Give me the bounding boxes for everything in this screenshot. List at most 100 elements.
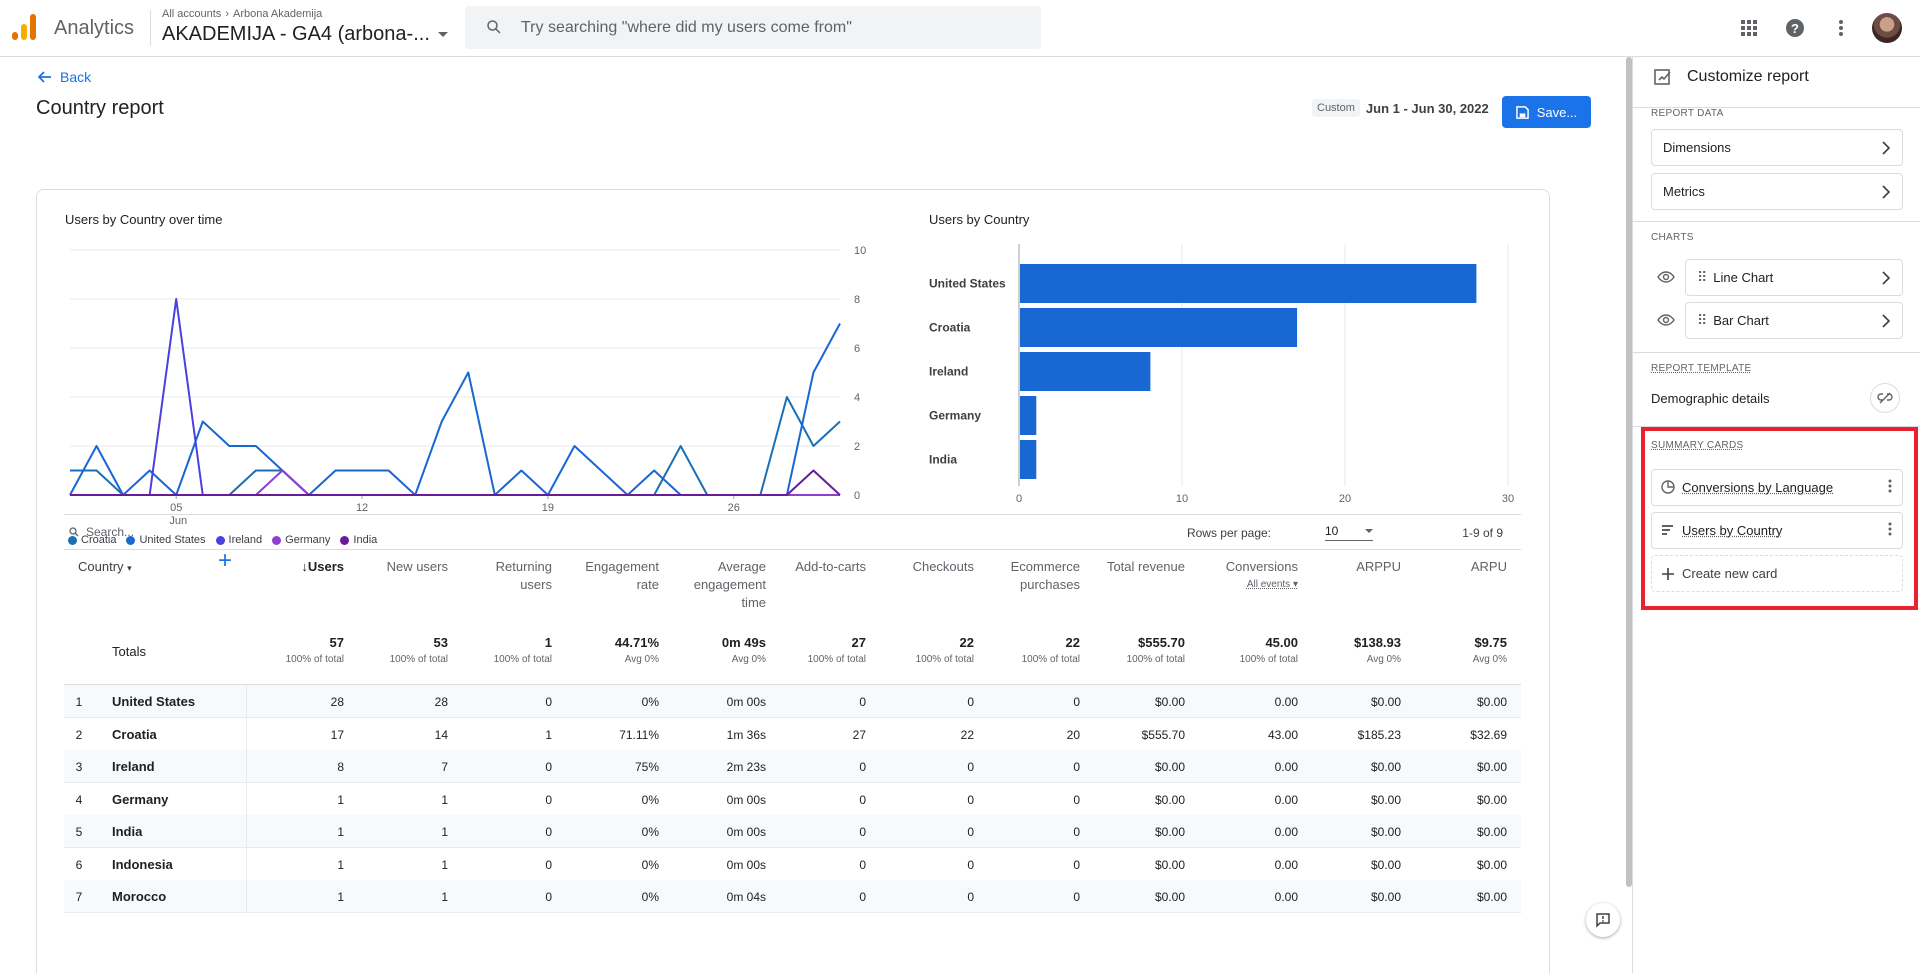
row-cell: $0.00 <box>1371 825 1401 839</box>
row-cell: 27 <box>853 728 866 742</box>
breadcrumb[interactable]: All accounts › Arbona Akademija <box>162 8 322 20</box>
edit-report-icon <box>1653 67 1673 87</box>
row-cell: $0.00 <box>1477 890 1507 904</box>
top-app-bar: Analytics All accounts › Arbona Akademij… <box>0 0 1920 57</box>
eye-icon[interactable] <box>1657 314 1675 326</box>
total-users: 57 100% of total <box>286 635 344 665</box>
dimensions-button[interactable]: Dimensions <box>1651 129 1903 166</box>
row-cell: 0 <box>859 760 866 774</box>
table-row[interactable]: 2 Croatia 17 14 1 71.11% 1m 36s 27 22 20 $555.70 43… <box>64 718 1521 751</box>
column-divider <box>246 718 247 750</box>
save-label: Save... <box>1537 105 1577 120</box>
rows-per-page-select[interactable]: 10 <box>1325 524 1373 541</box>
drag-handle-icon[interactable]: ⠿ <box>1697 269 1705 286</box>
row-country[interactable]: United States <box>112 694 195 709</box>
report-data-label: REPORT DATA <box>1651 108 1724 119</box>
x-tick-label: 19 <box>542 502 554 514</box>
col-avg-engagement-time[interactable]: Average engagement time <box>680 558 766 612</box>
row-country[interactable]: India <box>112 824 142 839</box>
row-cell: 0 <box>545 695 552 709</box>
conversions-event-select[interactable]: All events ▾ <box>1202 576 1298 594</box>
row-cell: 0 <box>967 760 974 774</box>
table-search[interactable]: Search... <box>68 525 134 539</box>
row-cell: 0 <box>859 825 866 839</box>
row-cell: 0% <box>642 695 659 709</box>
avatar[interactable] <box>1872 13 1902 43</box>
date-range-picker[interactable]: Custom Jun 1 - Jun 30, 2022 <box>1312 99 1489 117</box>
property-selector[interactable]: AKADEMIJA - GA4 (arbona-... <box>162 23 448 46</box>
feedback-button[interactable] <box>1586 903 1620 937</box>
x-tick-label: 10 <box>1176 493 1188 505</box>
dimension-header[interactable]: Country ▾ <box>78 558 132 577</box>
bar-label: Germany <box>929 409 981 423</box>
breadcrumb-account[interactable]: Arbona Akademija <box>233 8 322 20</box>
col-engagement-rate[interactable]: Engagement rate <box>579 558 659 594</box>
more-vert-icon[interactable] <box>1826 13 1856 43</box>
row-cell: 1 <box>337 858 344 872</box>
row-cell: 1 <box>441 890 448 904</box>
apps-grid-icon[interactable] <box>1734 13 1764 43</box>
row-cell: 0 <box>967 890 974 904</box>
y-tick-label: 10 <box>854 245 866 257</box>
chevron-right-icon: › <box>225 8 229 20</box>
dimensions-label: Dimensions <box>1663 140 1731 155</box>
row-cell: 0 <box>545 890 552 904</box>
help-icon[interactable]: ? <box>1780 13 1810 43</box>
table-row[interactable]: 7 Morocco 1 1 0 0% 0m 04s 0 0 0 $0.00 0.00 $0.00 $0.0… <box>64 880 1521 913</box>
analytics-logo-icon[interactable] <box>12 14 38 40</box>
row-country[interactable]: Indonesia <box>112 857 173 872</box>
row-index: 1 <box>64 695 94 709</box>
col-arppu[interactable]: ARPPU <box>1311 558 1401 576</box>
row-country[interactable]: Germany <box>112 792 168 807</box>
save-button[interactable]: Save... <box>1502 96 1591 128</box>
total-arppu: $138.93 Avg 0% <box>1354 635 1401 665</box>
total-sub: Avg 0% <box>1473 654 1507 665</box>
total-value: 22 <box>916 635 974 650</box>
line-chart-button[interactable]: ⠿ Line Chart <box>1685 259 1903 296</box>
table-row[interactable]: 6 Indonesia 1 1 0 0% 0m 00s 0 0 0 $0.00 0.00 $0.00 $0… <box>64 848 1521 881</box>
bar-chart-button[interactable]: ⠿ Bar Chart <box>1685 302 1903 339</box>
row-cell: $0.00 <box>1155 793 1185 807</box>
row-cell: $32.69 <box>1470 728 1507 742</box>
back-link[interactable]: Back <box>38 69 91 85</box>
breadcrumb-all-accounts[interactable]: All accounts <box>162 8 221 20</box>
line-chart: 024681005 12 19 26Jun <box>60 240 880 530</box>
drag-handle-icon[interactable]: ⠿ <box>1697 312 1705 329</box>
col-arpu[interactable]: ARPU <box>1417 558 1507 576</box>
row-cell: $0.00 <box>1477 858 1507 872</box>
table-header: Country ▾ + ↓Users New users Returning u… <box>64 550 1521 622</box>
x-tick-label: 0 <box>1016 493 1022 505</box>
col-new-users[interactable]: New users <box>368 558 448 576</box>
row-cell: 1 <box>337 890 344 904</box>
search-bar[interactable]: Try searching "where did my users come f… <box>465 6 1041 49</box>
col-returning-users[interactable]: Returning users <box>482 558 552 594</box>
col-users[interactable]: ↓Users <box>264 558 344 576</box>
table-row[interactable]: 3 Ireland 8 7 0 75% 2m 23s 0 0 0 $0.00 0.00 $0.00 $0.… <box>64 750 1521 783</box>
row-cell: 0 <box>1073 760 1080 774</box>
bar-label: India <box>929 453 957 467</box>
col-add-to-carts[interactable]: Add-to-carts <box>776 558 866 576</box>
add-dimension-button[interactable]: + <box>218 552 232 570</box>
col-conversions-label: Conversions <box>1226 559 1298 574</box>
table-row[interactable]: 1 United States 28 28 0 0% 0m 00s 0 0 0 $0.00 0.00 $… <box>64 685 1521 718</box>
app-name: Analytics <box>54 17 134 40</box>
row-cell: 1 <box>441 793 448 807</box>
metrics-button[interactable]: Metrics <box>1651 173 1903 210</box>
total-sub: Avg 0% <box>722 654 766 665</box>
col-conversions[interactable]: Conversions All events ▾ <box>1202 558 1298 594</box>
row-cell: 17 <box>331 728 344 742</box>
col-checkouts[interactable]: Checkouts <box>884 558 974 576</box>
col-total-revenue[interactable]: Total revenue <box>1089 558 1185 576</box>
eye-icon[interactable] <box>1657 271 1675 283</box>
column-divider <box>246 750 247 782</box>
table-row[interactable]: 4 Germany 1 1 0 0% 0m 00s 0 0 0 $0.00 0.00 $0.00 $0.0… <box>64 783 1521 816</box>
col-ecommerce-purchases[interactable]: Ecommerce purchases <box>984 558 1080 594</box>
unlink-template-button[interactable] <box>1870 383 1900 413</box>
table-row[interactable]: 5 India 1 1 0 0% 0m 00s 0 0 0 $0.00 0.00 $0.00 $0.00 <box>64 815 1521 848</box>
row-cell: 0% <box>642 858 659 872</box>
save-icon <box>1516 106 1529 119</box>
row-country[interactable]: Croatia <box>112 727 157 742</box>
x-tick-label: 26 <box>728 502 740 514</box>
row-country[interactable]: Morocco <box>112 889 166 904</box>
row-country[interactable]: Ireland <box>112 759 155 774</box>
